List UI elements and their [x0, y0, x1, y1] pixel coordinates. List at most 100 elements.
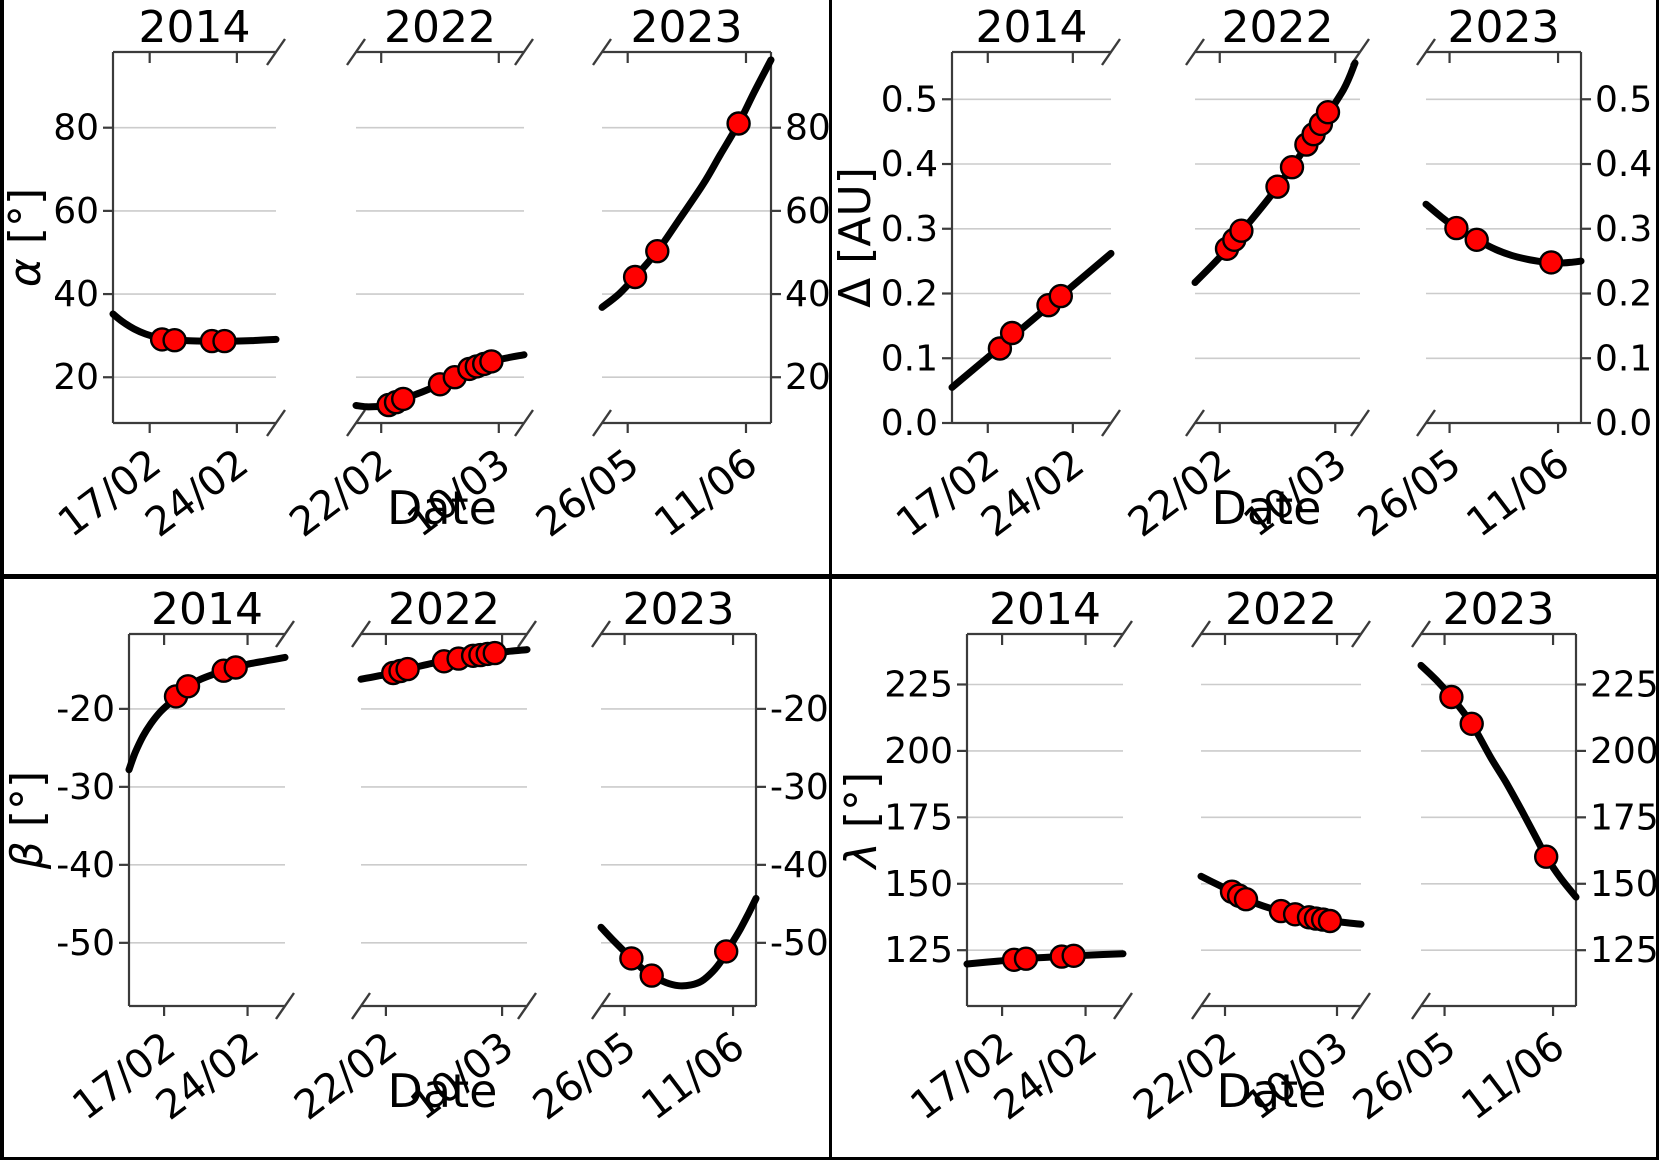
axis-break-mark: [1113, 620, 1133, 648]
y-tick-label-right: 225: [1590, 664, 1656, 705]
y-tick-label-right: -50: [770, 923, 829, 964]
chart-delta-distance: 17/02 24/02 2014 22/02 10/03 2022 26/05 11/06 20…: [832, 0, 1656, 574]
data-point: [639, 963, 664, 988]
axis-break-mark: [1101, 38, 1121, 66]
delta-chart-svg: 17/0224/02201422/0210/03202226/0511/0620…: [832, 2, 1652, 546]
axis-break-mark: [346, 409, 366, 437]
axis-break-mark: [351, 992, 371, 1020]
panel-title: 2014: [139, 2, 251, 53]
y-tick-label: -30: [56, 767, 115, 808]
y-tick-label: 0.0: [881, 403, 938, 444]
data-point: [619, 946, 644, 971]
data-point: [1279, 154, 1305, 180]
x-tick-label: 22/02: [281, 440, 401, 546]
y-axis-label: Δ [AU]: [832, 167, 881, 308]
axis-break-mark: [1185, 38, 1205, 66]
data-point: [714, 939, 739, 964]
data-point: [1459, 711, 1484, 737]
data-point: [1439, 684, 1464, 710]
y-tick-label-right: 20: [785, 357, 829, 398]
data-point: [175, 674, 201, 699]
axis-break-mark: [514, 409, 534, 437]
axis-break-mark: [1416, 38, 1436, 66]
x-tick-label: 11/06: [633, 1023, 753, 1129]
x-axis-label: Date: [388, 1064, 498, 1118]
axis-break-mark: [517, 992, 537, 1020]
axis-break-mark: [592, 409, 612, 437]
y-tick-label: -40: [56, 845, 115, 886]
axis-break-mark: [266, 38, 286, 66]
axis-break-mark: [1416, 409, 1436, 437]
y-tick-label-right: 0.3: [1595, 209, 1652, 250]
panel-title: 2023: [631, 2, 743, 53]
alpha-chart-svg: 17/0224/02201422/0210/03202226/0511/0620…: [4, 2, 829, 546]
data-point: [1229, 218, 1254, 243]
data-point: [1048, 283, 1074, 309]
y-tick-label: 60: [53, 191, 99, 232]
x-tick-label: 26/05: [528, 440, 648, 546]
axis-break-mark: [592, 38, 612, 66]
axis-break-mark: [1191, 620, 1211, 648]
panel-title: 2022: [388, 584, 500, 635]
data-point: [391, 386, 416, 412]
y-tick-label: 225: [884, 664, 953, 705]
panel-title: 2014: [151, 584, 263, 635]
axis-break-mark: [1411, 992, 1431, 1020]
chart-lambda-ecliptic-longitude: 17/02 24/02 2014 22/02 10/03 2022 26/05 11/06 20…: [832, 579, 1656, 1157]
chart-alpha-phase-angle: 17/02 24/02 2014 22/02 10/03 2022 26/05 11/06 20…: [4, 0, 829, 574]
data-point: [622, 264, 648, 290]
ephemeris-curve: [963, 950, 1127, 968]
ephemeris-curve: [109, 310, 280, 345]
axis-break-mark: [346, 38, 366, 66]
y-tick-label: 0.4: [881, 144, 938, 185]
y-tick-label-right: 60: [785, 191, 829, 232]
y-tick-label-right: 0.5: [1595, 79, 1652, 120]
panel-title: 2023: [1448, 2, 1560, 53]
axis-break-mark: [1350, 409, 1370, 437]
axis-break-mark: [1113, 992, 1133, 1020]
y-tick-label-right: 40: [785, 274, 829, 315]
data-point: [1444, 215, 1469, 241]
axis-break-mark: [591, 992, 611, 1020]
data-point: [162, 328, 187, 353]
y-axis-label: β [°]: [4, 771, 53, 870]
panel-title: 2022: [1225, 584, 1337, 635]
data-point: [999, 320, 1025, 346]
panel-title: 2023: [1443, 584, 1555, 635]
x-tick-label: 11/06: [1458, 440, 1578, 546]
axis-break-mark: [1351, 992, 1371, 1020]
lambda-chart-svg: 17/0224/02201422/0210/03202226/0511/0620…: [836, 584, 1656, 1129]
y-tick-label: -20: [56, 689, 115, 730]
y-tick-label: 0.1: [881, 338, 938, 379]
y-axis-label: α [°]: [4, 188, 51, 287]
axis-break-mark: [1185, 409, 1205, 437]
y-tick-label: 0.5: [881, 79, 938, 120]
panel-title: 2023: [623, 584, 735, 635]
data-point: [223, 655, 248, 680]
data-point: [1464, 227, 1489, 253]
data-point: [1061, 943, 1086, 968]
y-tick-label-right: 125: [1590, 930, 1656, 971]
y-tick-label: 20: [53, 357, 99, 398]
y-tick-label: -50: [56, 923, 115, 964]
y-tick-label: 150: [884, 864, 953, 905]
axis-break-mark: [1191, 992, 1211, 1020]
y-tick-label: 0.2: [881, 274, 938, 315]
y-tick-label: 125: [884, 930, 953, 971]
axis-break-mark: [1411, 620, 1431, 648]
axis-break-mark: [517, 620, 537, 648]
x-tick-label: 26/05: [1350, 440, 1470, 546]
x-tick-label: 26/05: [1345, 1023, 1465, 1129]
panel-title: 2022: [1222, 2, 1334, 53]
y-tick-label-right: -40: [770, 845, 829, 886]
x-axis-label: Date: [1217, 1064, 1327, 1118]
panel-title: 2022: [384, 2, 496, 53]
beta-chart-svg: 17/0224/02201422/0210/03202226/0511/0620…: [4, 584, 829, 1129]
y-tick-label-right: 175: [1590, 797, 1656, 838]
x-tick-label: 11/06: [1453, 1023, 1573, 1129]
data-point: [1265, 174, 1290, 199]
axis-break-mark: [275, 992, 295, 1020]
y-tick-label: 0.3: [881, 209, 938, 250]
data-point: [1013, 946, 1039, 971]
x-tick-label: 11/06: [646, 440, 766, 546]
